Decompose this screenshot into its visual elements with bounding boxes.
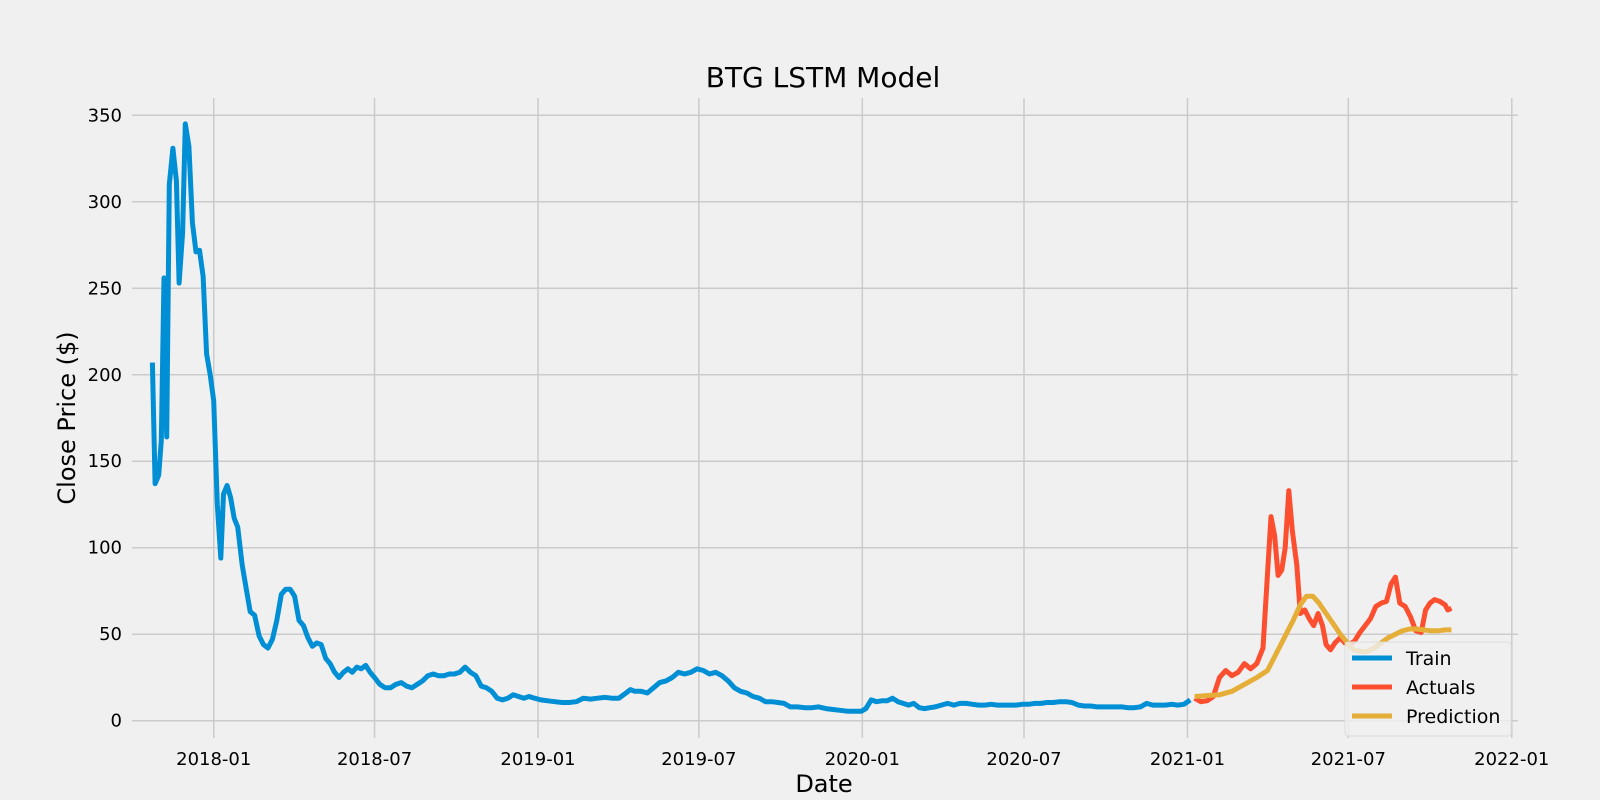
x-tick-label: 2020-01 bbox=[825, 749, 900, 770]
y-tick-label: 0 bbox=[111, 711, 122, 732]
x-tick-label: 2021-01 bbox=[1150, 749, 1225, 770]
x-tick-label: 2018-01 bbox=[176, 749, 251, 770]
chart-title: BTG LSTM Model bbox=[706, 61, 941, 94]
series-layer bbox=[149, 121, 1453, 714]
legend: Train Actuals Prediction bbox=[1344, 641, 1512, 737]
y-tick-label: 300 bbox=[88, 192, 122, 213]
legend-label-train: Train bbox=[1405, 648, 1452, 670]
x-tick-label: 2019-01 bbox=[500, 749, 575, 770]
x-tick-label: 2018-07 bbox=[337, 749, 412, 770]
x-tick-label: 2022-01 bbox=[1474, 749, 1549, 770]
series-line-actuals bbox=[1193, 488, 1453, 705]
x-tick-label: 2021-07 bbox=[1311, 749, 1386, 770]
legend-label-actuals: Actuals bbox=[1406, 677, 1475, 699]
legend-label-prediction: Prediction bbox=[1406, 706, 1500, 728]
y-axis-ticks: 0 50 100 150 200 250 300 350 bbox=[88, 105, 122, 731]
series-line-prediction bbox=[1194, 593, 1452, 699]
series-line-train bbox=[149, 121, 1192, 714]
x-axis-ticks: 2018-01 2018-07 2019-01 2019-07 2020-01 2020-… bbox=[176, 749, 1549, 770]
y-axis-label: Close Price ($) bbox=[53, 331, 81, 504]
x-tick-label: 2020-07 bbox=[986, 749, 1061, 770]
y-tick-label: 50 bbox=[99, 624, 122, 645]
y-tick-label: 200 bbox=[88, 365, 122, 386]
y-tick-label: 100 bbox=[88, 538, 122, 559]
y-tick-label: 350 bbox=[88, 105, 122, 126]
y-tick-label: 150 bbox=[88, 451, 122, 472]
y-tick-label: 250 bbox=[88, 278, 122, 299]
x-tick-label: 2019-07 bbox=[661, 749, 736, 770]
x-axis-label: Date bbox=[795, 770, 852, 798]
legend-box bbox=[1344, 641, 1512, 737]
